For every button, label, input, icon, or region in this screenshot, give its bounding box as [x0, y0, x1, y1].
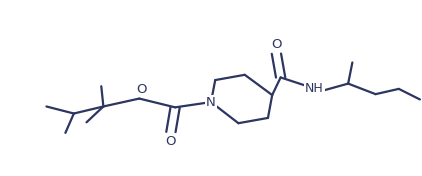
Text: O: O [271, 37, 281, 51]
Text: O: O [166, 135, 176, 148]
Text: N: N [206, 96, 216, 109]
Text: O: O [136, 83, 146, 96]
Text: NH: NH [305, 82, 324, 95]
